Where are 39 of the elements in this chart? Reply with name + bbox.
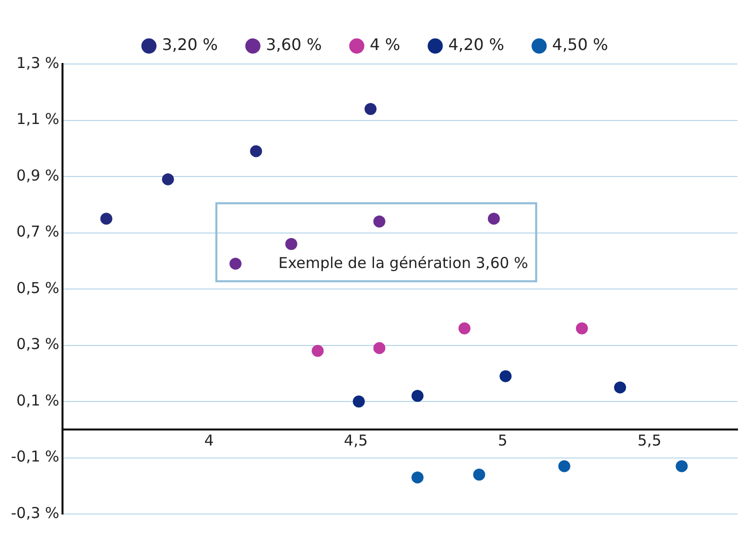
point bbox=[488, 212, 500, 225]
point bbox=[250, 145, 262, 158]
point bbox=[676, 460, 688, 472]
point bbox=[473, 468, 486, 481]
y-tick-label: -0,1 % bbox=[10, 448, 60, 466]
annotation: Exemple de la génération 3,60 % bbox=[278, 254, 528, 272]
y-tick-label: -0,3 % bbox=[10, 504, 60, 522]
y-tick-label: 1,3 % bbox=[16, 54, 60, 72]
point bbox=[312, 344, 324, 357]
point bbox=[412, 390, 424, 402]
legend-label: 4,20 % bbox=[448, 35, 504, 54]
point bbox=[373, 216, 386, 228]
legend-label: 3,60 % bbox=[266, 35, 322, 54]
point bbox=[412, 471, 424, 484]
y-tick-label: 0,1 % bbox=[16, 391, 60, 410]
point bbox=[373, 342, 386, 354]
point bbox=[100, 212, 112, 225]
legend-label: 4 % bbox=[370, 35, 400, 54]
point bbox=[500, 370, 512, 382]
y-tick-label: 0,7 % bbox=[16, 222, 60, 241]
point bbox=[162, 173, 174, 186]
point bbox=[364, 103, 377, 115]
point bbox=[576, 322, 588, 334]
point bbox=[458, 322, 470, 334]
y-tick-label: 1,1 % bbox=[16, 110, 60, 128]
x-tick-label: 5,5 bbox=[638, 432, 662, 450]
point bbox=[352, 396, 365, 408]
x-tick-label: 4,5 bbox=[344, 432, 368, 450]
x-tick-label: 4 bbox=[204, 432, 214, 450]
point bbox=[614, 381, 626, 394]
point bbox=[285, 238, 298, 250]
y-tick-label: 0,9 % bbox=[16, 166, 60, 184]
point bbox=[558, 460, 570, 472]
legend-label: 3,20 % bbox=[162, 35, 218, 54]
legend-label: 4,50 % bbox=[552, 35, 608, 54]
point bbox=[229, 258, 242, 270]
y-tick-label: 0,3 % bbox=[16, 335, 60, 354]
x-tick-label: 5 bbox=[498, 432, 508, 450]
y-tick-label: 0,5 % bbox=[16, 278, 60, 297]
